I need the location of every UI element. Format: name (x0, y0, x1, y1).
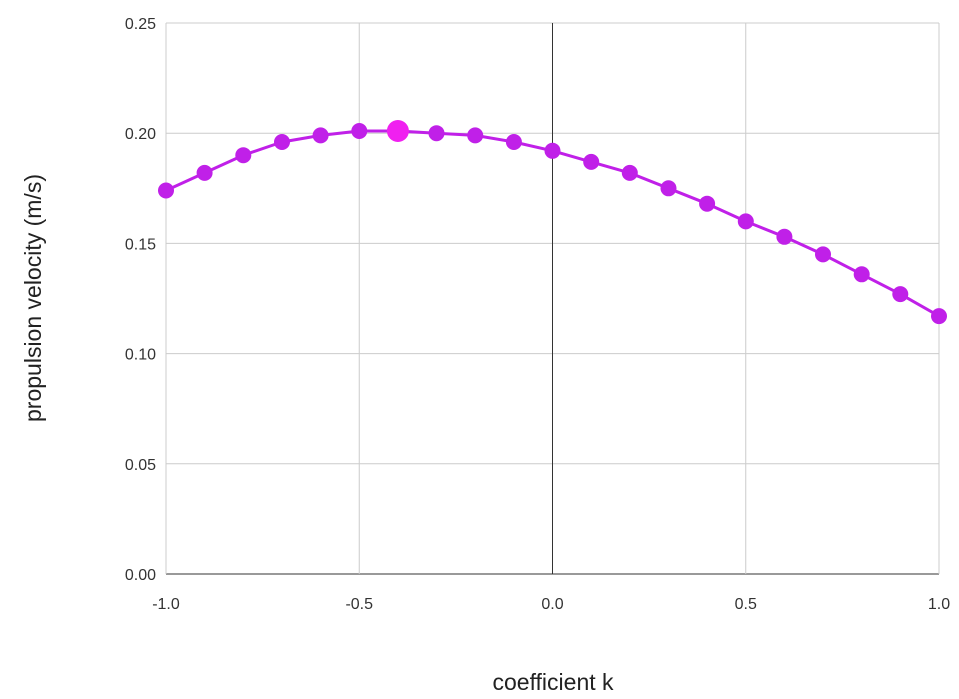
data-point (660, 180, 677, 197)
series-group (158, 120, 947, 325)
x-tick-label: 0.5 (735, 596, 757, 613)
data-point (467, 127, 484, 144)
data-point (196, 164, 213, 181)
data-point (351, 123, 368, 139)
data-point (776, 228, 793, 245)
data-point (428, 125, 445, 142)
x-tick-label: 1.0 (928, 596, 950, 613)
y-tick-label: 0.25 (125, 16, 156, 33)
y-tick-label: 0.15 (125, 236, 156, 253)
data-point (544, 142, 561, 159)
data-point (931, 308, 947, 325)
data-point (312, 127, 329, 144)
x-tick-label: -1.0 (152, 596, 180, 613)
data-point (621, 164, 638, 181)
data-point (158, 182, 174, 199)
y-tick-label: 0.10 (125, 347, 156, 364)
data-point (583, 153, 600, 170)
data-point (892, 286, 909, 303)
y-tick-label: 0.05 (125, 457, 156, 474)
x-tick-label: -0.5 (345, 596, 373, 613)
data-point (815, 246, 831, 263)
data-point (505, 134, 522, 150)
y-axis-title: propulsion velocity (m/s) (20, 174, 46, 422)
data-point (699, 195, 716, 212)
highlighted-data-point (386, 120, 409, 142)
data-point (235, 147, 252, 164)
tick-labels: 0.00 0.05 0.10 0.15 0.20 0.25 -1.0 -0.5 0.0 0.5 1.… (125, 16, 950, 613)
x-tick-label: 0.0 (541, 596, 563, 613)
x-axis-title: coefficient k (492, 669, 614, 695)
data-point (853, 266, 870, 283)
y-tick-label: 0.00 (125, 567, 156, 584)
data-point (737, 213, 754, 230)
y-tick-label: 0.20 (125, 126, 156, 143)
data-point (274, 134, 290, 150)
